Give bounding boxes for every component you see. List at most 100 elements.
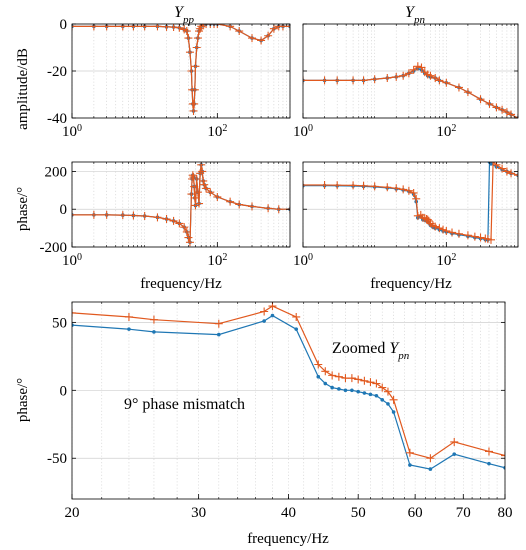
tick-label-x: 20 — [65, 505, 80, 521]
tick-label-y: 50 — [52, 315, 67, 331]
data-point-orange — [202, 184, 211, 193]
data-point-orange — [431, 222, 440, 231]
data-point-orange — [389, 395, 398, 404]
data-point-orange — [349, 181, 358, 190]
data-point-orange — [476, 95, 485, 104]
data-point-orange — [413, 62, 422, 71]
data-point-blue — [428, 467, 433, 471]
data-point-orange — [169, 216, 178, 225]
data-point-orange — [274, 205, 283, 214]
ticks: 100 102 — [293, 162, 519, 270]
data-point-orange — [278, 24, 287, 31]
data-point-orange — [192, 43, 201, 52]
data-point-orange — [188, 171, 197, 180]
subplot-ypn-phase: 100 102 frequency/Hz — [293, 161, 519, 292]
data-point-orange — [383, 74, 392, 83]
series-layer — [72, 24, 290, 115]
data-point-blue — [262, 319, 266, 323]
tick-label-x: 100 — [62, 123, 82, 141]
data-point-orange — [333, 76, 342, 85]
data-point-orange — [435, 224, 444, 233]
data-point-blue — [408, 463, 412, 467]
plot-title-ypp: Ypp — [174, 4, 194, 26]
data-point-orange — [235, 27, 244, 36]
data-point-orange — [450, 437, 459, 446]
data-point-orange — [129, 211, 138, 220]
data-point-orange — [102, 24, 111, 31]
data-point-orange — [359, 181, 368, 190]
data-point-orange — [463, 88, 472, 97]
data-point-orange — [199, 176, 208, 185]
data-point-orange — [412, 194, 421, 203]
x-axis-label: frequency/Hz — [140, 276, 222, 292]
data-point-orange — [182, 27, 191, 36]
series-layer — [303, 62, 518, 118]
data-point-orange — [383, 183, 392, 192]
tick-label-y: -50 — [47, 451, 67, 467]
data-point-orange — [124, 312, 133, 321]
data-point-blue — [487, 461, 491, 466]
data-point-orange — [439, 225, 448, 234]
data-point-orange — [257, 36, 266, 45]
tick-label-x: 80 — [498, 505, 513, 521]
data-point-blue — [343, 388, 348, 393]
data-point-orange — [334, 372, 343, 381]
data-point-orange — [175, 219, 184, 228]
data-point-blue — [72, 323, 74, 327]
data-point-orange — [484, 447, 493, 456]
data-point-orange — [191, 62, 200, 71]
tick-label-x: 100 — [62, 252, 82, 270]
data-point-blue — [270, 313, 275, 318]
data-point-orange — [314, 360, 323, 369]
data-point-orange — [347, 374, 356, 383]
data-point-orange — [303, 76, 307, 85]
tick-label-x: 100 — [293, 123, 313, 141]
data-point-orange — [185, 238, 194, 247]
data-point-orange — [476, 233, 485, 242]
ticks: 100 102 — [293, 23, 519, 141]
data-point-orange — [399, 71, 408, 80]
data-point-orange — [72, 24, 76, 31]
data-point-orange — [153, 24, 162, 31]
tick-label-x: 102 — [436, 252, 456, 270]
data-point-orange — [292, 312, 301, 321]
data-point-orange — [417, 63, 426, 72]
data-point-orange — [260, 307, 269, 316]
tick-label-x: 102 — [436, 123, 456, 141]
data-point-orange — [180, 223, 189, 232]
data-point-orange — [118, 24, 127, 31]
data-point-orange — [235, 200, 244, 209]
data-point-orange — [226, 197, 235, 206]
data-point-blue — [489, 162, 493, 166]
data-point-blue — [217, 332, 221, 337]
data-point-orange — [426, 71, 435, 80]
data-point-blue — [356, 389, 360, 394]
data-point-orange — [118, 211, 127, 220]
data-point-orange — [442, 226, 451, 235]
data-point-orange — [264, 204, 273, 213]
series-line-orange — [303, 65, 518, 118]
grid — [302, 162, 519, 248]
data-point-orange — [190, 182, 199, 191]
tick-label-x: 102 — [207, 123, 227, 141]
data-point-orange — [226, 24, 235, 31]
data-point-orange — [213, 192, 222, 201]
data-point-orange — [190, 193, 199, 202]
data-point-orange — [149, 315, 158, 324]
data-point-orange — [320, 76, 329, 85]
data-point-orange — [199, 24, 208, 28]
data-point-orange — [198, 167, 207, 176]
data-point-orange — [426, 454, 435, 463]
data-point-orange — [320, 181, 329, 190]
data-point-orange — [185, 48, 194, 57]
data-point-orange — [409, 65, 418, 74]
data-point-orange — [193, 188, 202, 197]
data-point-orange — [485, 99, 494, 108]
data-point-orange — [72, 210, 76, 219]
data-point-orange — [200, 180, 209, 189]
data-point-blue — [294, 327, 299, 331]
subplot-ypn-amplitude: 100 102 Ypn — [293, 4, 519, 141]
